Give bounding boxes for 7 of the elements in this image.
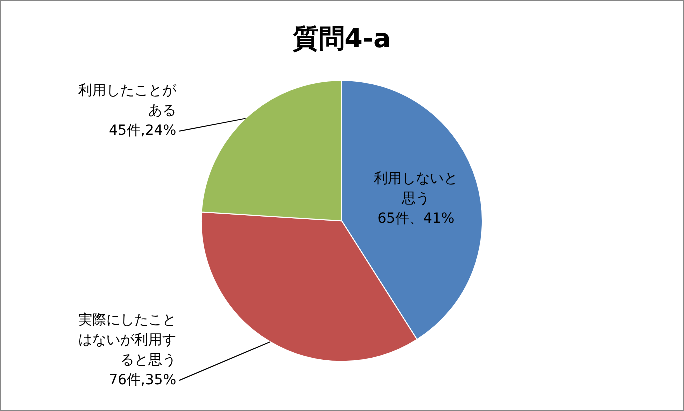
data-label: 65件、41% (378, 211, 455, 228)
data-label: 45件,24% (109, 123, 176, 140)
data-label: 76件,35% (109, 372, 176, 388)
slice-label: 利用しないと思う (374, 171, 458, 208)
chart-title: 質問4-a (292, 24, 392, 54)
slice-label: 利用したことがある (78, 83, 178, 120)
slice-label: 実際にしたことはないが利用すると思う (78, 312, 176, 368)
